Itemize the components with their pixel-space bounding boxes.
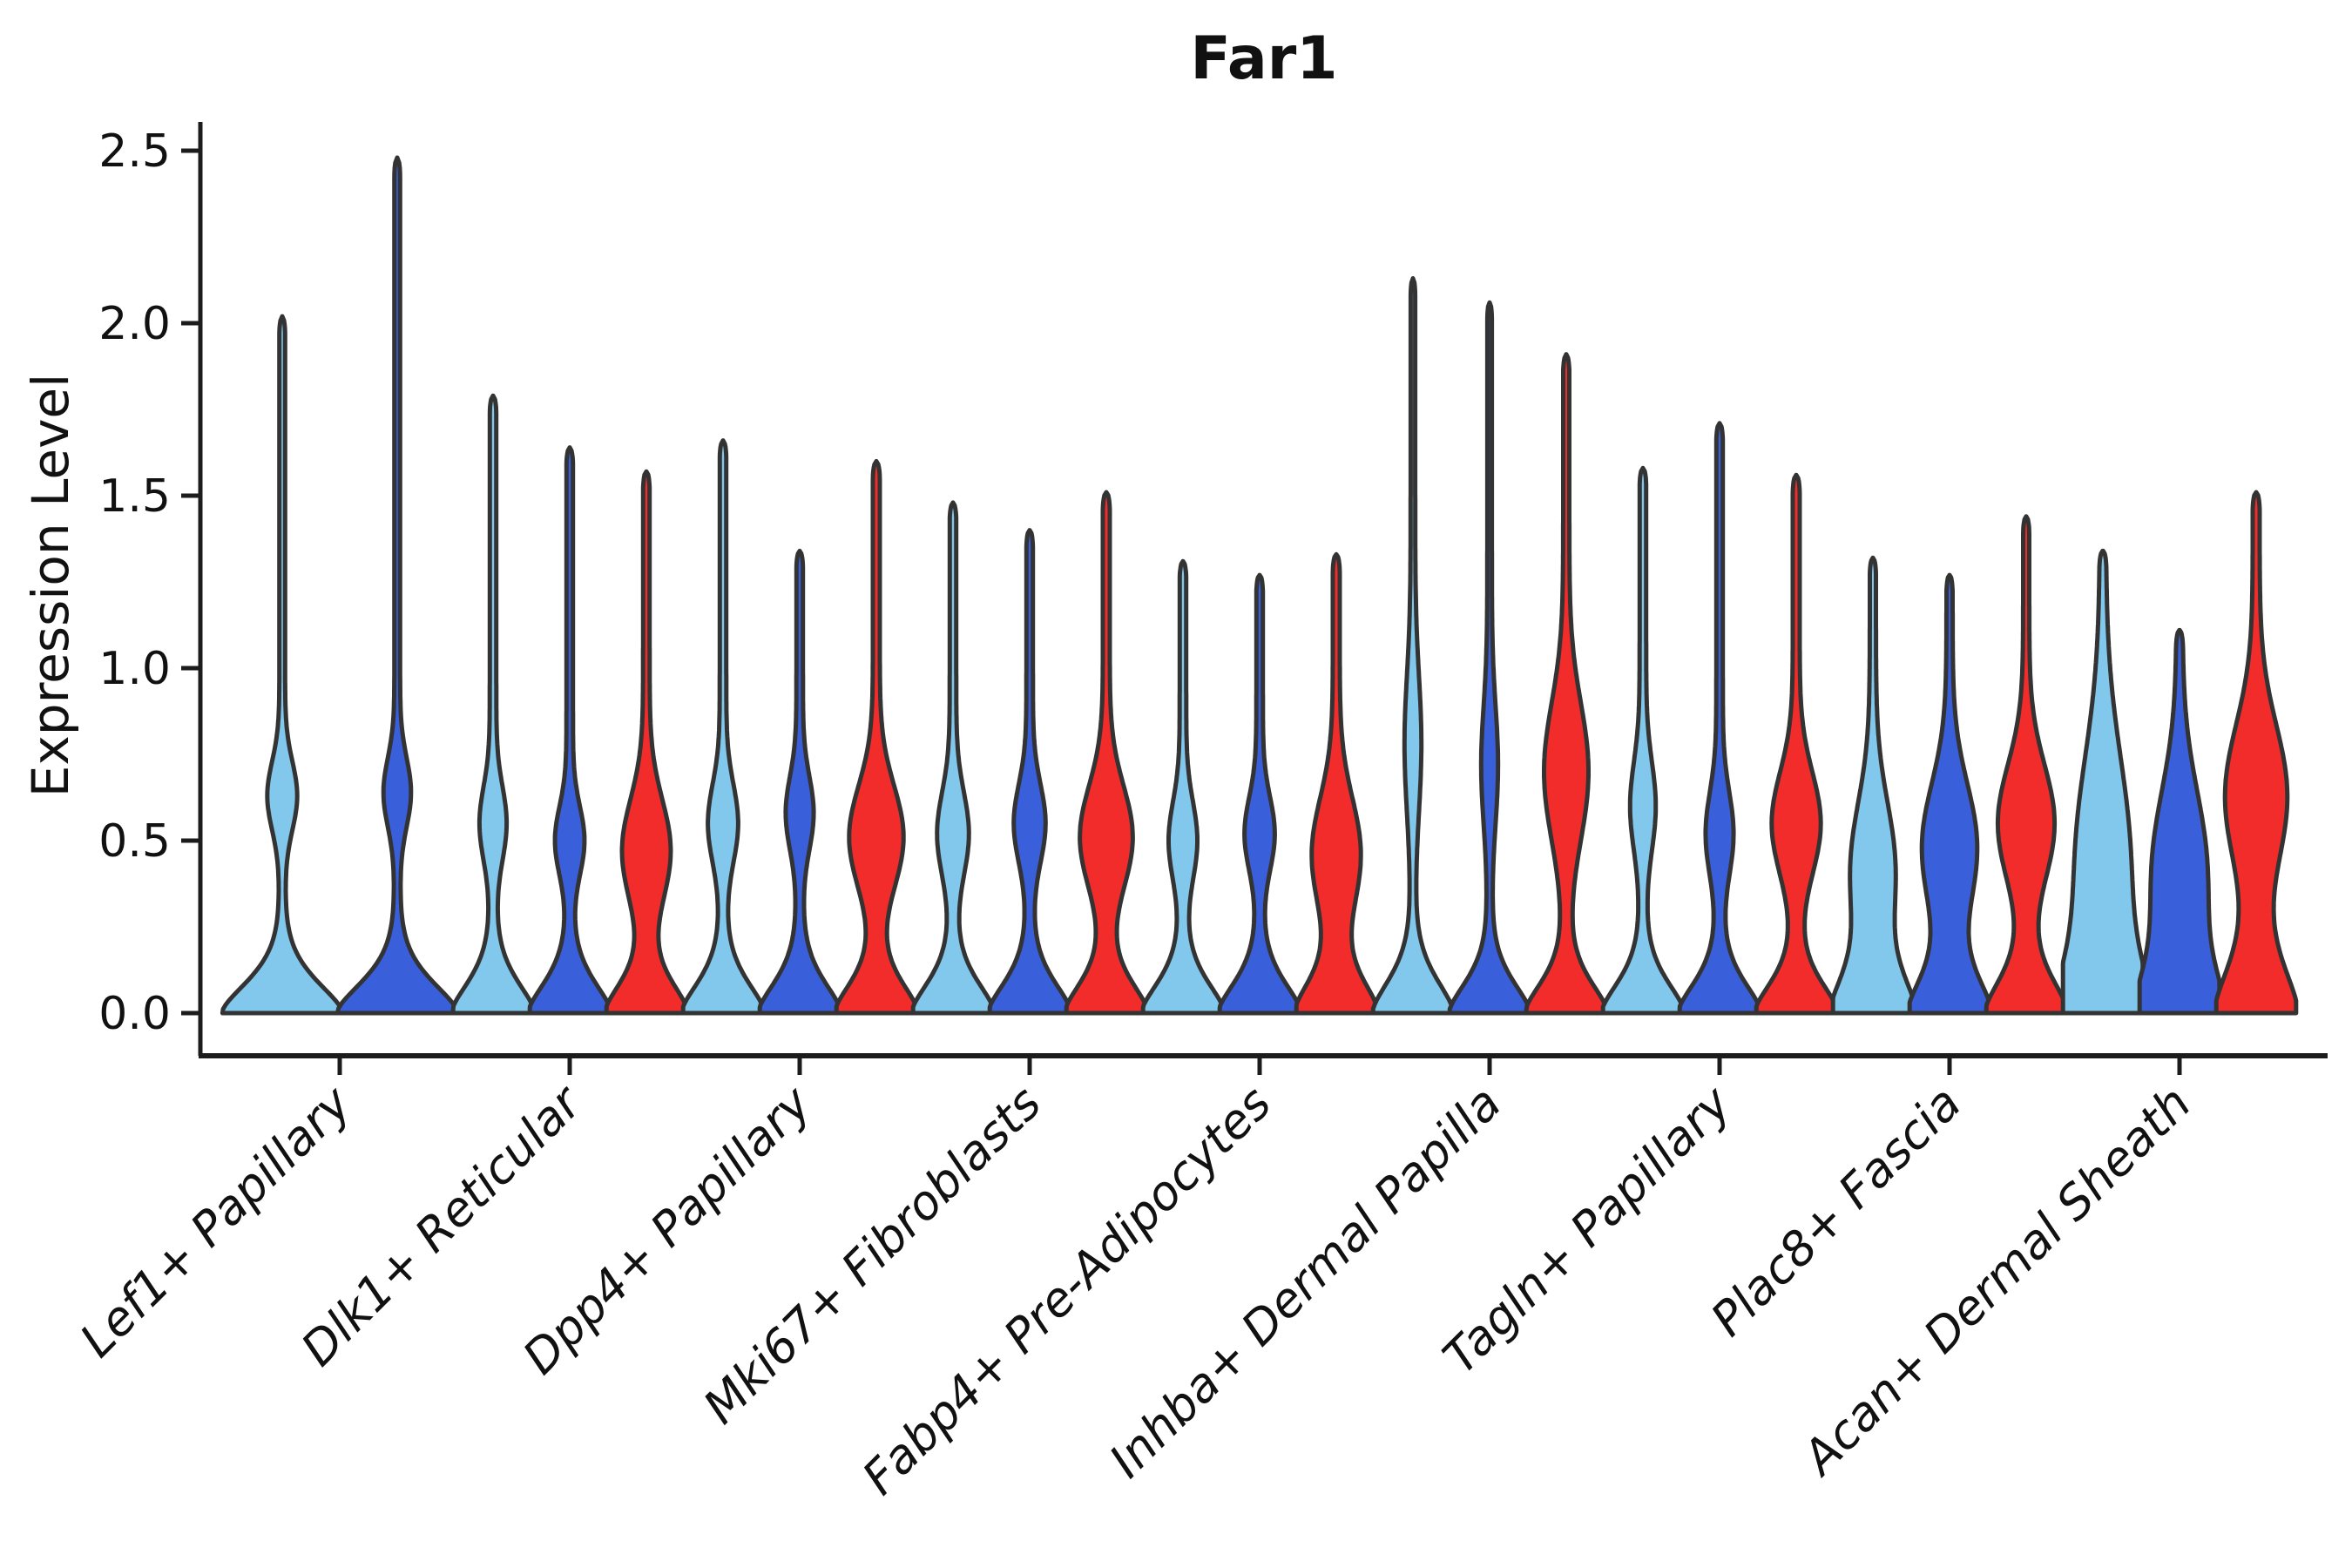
violin-2-light_blue bbox=[450, 393, 536, 1016]
violin-9-light_blue bbox=[2060, 548, 2146, 1016]
violin-4-red bbox=[1064, 490, 1149, 1016]
x-category-label: Acan+ Dermal Sheath bbox=[1790, 1076, 2201, 1487]
violin-8-dark_blue bbox=[1907, 572, 1992, 1016]
x-category-label: Inhba+ Dermal Papilla bbox=[1098, 1076, 1511, 1489]
y-tick-label: 1.0 bbox=[98, 643, 171, 695]
violin-3-light_blue bbox=[680, 438, 766, 1016]
violin-8-light_blue bbox=[1830, 555, 1916, 1016]
violin-7-light_blue bbox=[1600, 465, 1686, 1016]
violin-4-light_blue bbox=[910, 500, 996, 1016]
violin-6-light_blue bbox=[1370, 276, 1456, 1016]
x-category-label: Fabp4+ Pre-Adipocytes bbox=[852, 1076, 1281, 1505]
violin-5-red bbox=[1294, 551, 1379, 1016]
y-axis-label: Expression Level bbox=[21, 373, 80, 798]
x-category-label: Plac8+ Fascia bbox=[1700, 1076, 1971, 1347]
violin-2-red bbox=[604, 469, 689, 1016]
violin-7-dark_blue bbox=[1677, 421, 1762, 1016]
violin-6-red bbox=[1524, 352, 1609, 1016]
violin-8-red bbox=[1984, 514, 2069, 1016]
violin-1-dark_blue bbox=[335, 155, 460, 1016]
violin-2-dark_blue bbox=[527, 445, 612, 1016]
violin-4-dark_blue bbox=[987, 528, 1072, 1016]
violin-5-dark_blue bbox=[1217, 572, 1302, 1016]
violin-3-red bbox=[834, 458, 919, 1016]
y-tick-label: 1.5 bbox=[98, 470, 171, 523]
violin-5-light_blue bbox=[1140, 558, 1226, 1016]
violin-9-red bbox=[2213, 490, 2299, 1016]
y-tick-label: 2.0 bbox=[98, 298, 171, 350]
y-tick-label: 0.0 bbox=[98, 988, 171, 1040]
violin-1-light_blue bbox=[220, 314, 345, 1016]
violin-3-dark_blue bbox=[757, 548, 842, 1016]
y-tick-label: 0.5 bbox=[98, 815, 171, 868]
chart-title: Far1 bbox=[1190, 24, 1338, 93]
violin-7-red bbox=[1754, 472, 1839, 1016]
violin-6-dark_blue bbox=[1447, 300, 1532, 1016]
y-tick-label: 2.5 bbox=[98, 125, 171, 178]
violin-9-dark_blue bbox=[2137, 627, 2222, 1016]
